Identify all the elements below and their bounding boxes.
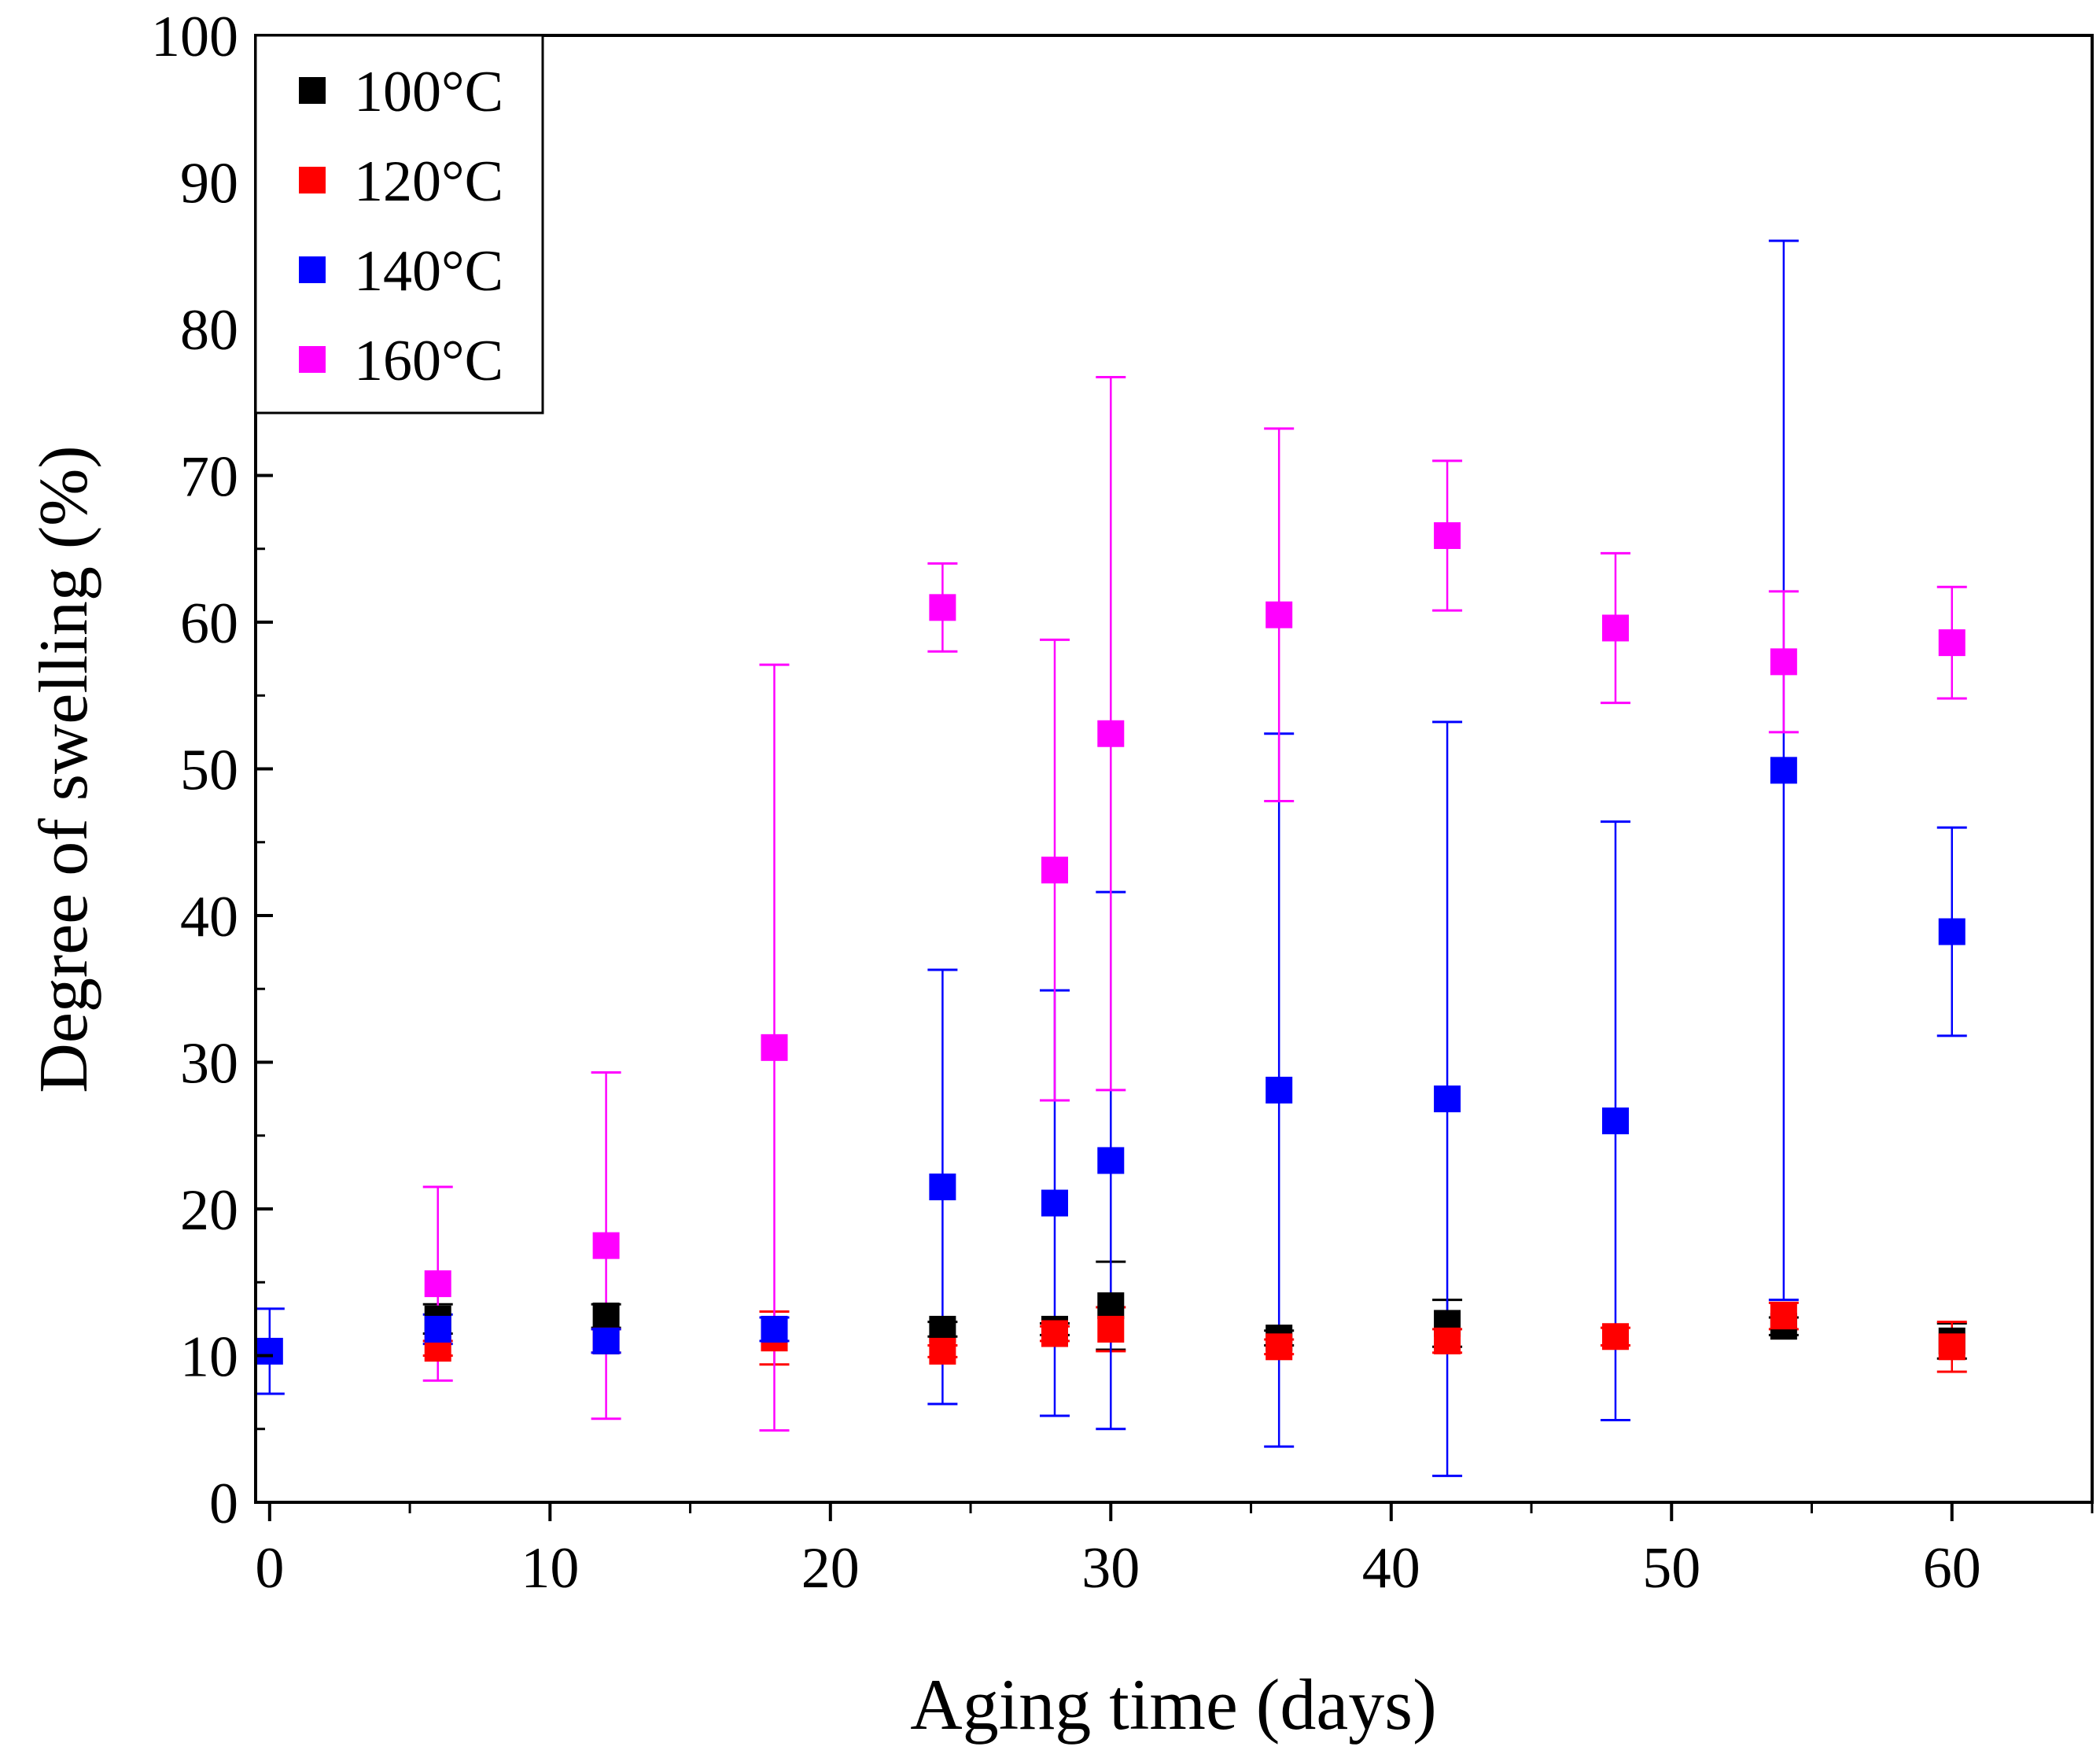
legend: 100°C 120°C 140°C 160°C [254, 34, 544, 415]
data-point-160 [424, 1270, 451, 1298]
y-tick-label: 70 [180, 445, 238, 510]
y-tick-label: 10 [180, 1325, 238, 1390]
x-axis-title: Aging time (days) [910, 1664, 1436, 1745]
data-point-160 [929, 594, 956, 621]
legend-label-100: 100°C [354, 60, 503, 124]
data-point-160 [1097, 720, 1125, 747]
data-point-160 [1041, 857, 1068, 884]
x-tick-label: 40 [1362, 1536, 1420, 1601]
data-point-160 [1770, 648, 1797, 676]
legend-marker-160 [299, 346, 326, 373]
data-point-120 [1266, 1333, 1293, 1361]
data-point-120 [1041, 1320, 1068, 1347]
axis-layer: 0 10 20 30 40 50 60 70 80 90 100 0 10 20 30 40 50 60 [151, 5, 2094, 1601]
y-tick-label: 40 [180, 885, 238, 949]
data-point-160 [1938, 629, 1966, 657]
data-point-160 [1434, 521, 1461, 549]
data-point-140 [1434, 1085, 1461, 1113]
legend-marker-100 [299, 77, 326, 104]
data-point-140 [256, 1337, 283, 1365]
legend-label-140: 140°C [354, 239, 503, 304]
marker-layer [256, 521, 1966, 1365]
x-tick-label: 10 [521, 1536, 579, 1601]
legend-marker-140 [299, 256, 326, 283]
x-tick-label: 0 [255, 1536, 284, 1601]
y-tick-label: 90 [180, 152, 238, 216]
data-point-120 [1097, 1315, 1125, 1343]
y-axis-title: Degree of swelling (%) [26, 445, 102, 1093]
x-tick-label: 20 [801, 1536, 860, 1601]
data-point-120 [1601, 1323, 1629, 1351]
data-point-120 [1434, 1327, 1461, 1354]
y-tick-label: 50 [180, 739, 238, 803]
data-point-100 [1097, 1292, 1125, 1320]
data-point-140 [1770, 757, 1797, 784]
data-point-140 [424, 1315, 451, 1343]
data-point-140 [1938, 918, 1966, 945]
y-tick-label: 80 [180, 298, 238, 363]
legend-label-160: 160°C [354, 329, 503, 393]
data-point-140 [761, 1315, 788, 1343]
data-point-140 [929, 1174, 956, 1201]
data-point-100 [592, 1303, 620, 1330]
y-tick-label: 20 [180, 1178, 238, 1243]
data-point-140 [1041, 1189, 1068, 1217]
y-tick-label: 0 [209, 1472, 238, 1536]
data-point-120 [929, 1337, 956, 1365]
error-bar-layer [254, 239, 1967, 1477]
data-point-120 [1938, 1333, 1966, 1361]
x-tick-label: 60 [1923, 1536, 1981, 1601]
legend-marker-120 [299, 167, 326, 193]
x-tick-label: 50 [1642, 1536, 1700, 1601]
y-tick-label: 30 [180, 1032, 238, 1096]
data-point-160 [592, 1232, 620, 1259]
data-point-140 [592, 1327, 620, 1354]
legend-label-120: 120°C [354, 149, 503, 214]
y-tick-label: 100 [151, 5, 238, 69]
data-point-140 [1266, 1076, 1293, 1104]
data-point-160 [1601, 614, 1629, 642]
data-point-160 [761, 1034, 788, 1061]
y-tick-label: 60 [180, 591, 238, 656]
data-point-140 [1097, 1147, 1125, 1174]
data-point-140 [1601, 1107, 1629, 1135]
data-point-120 [1770, 1303, 1797, 1330]
data-point-160 [1266, 601, 1293, 628]
x-tick-label: 30 [1081, 1536, 1140, 1601]
